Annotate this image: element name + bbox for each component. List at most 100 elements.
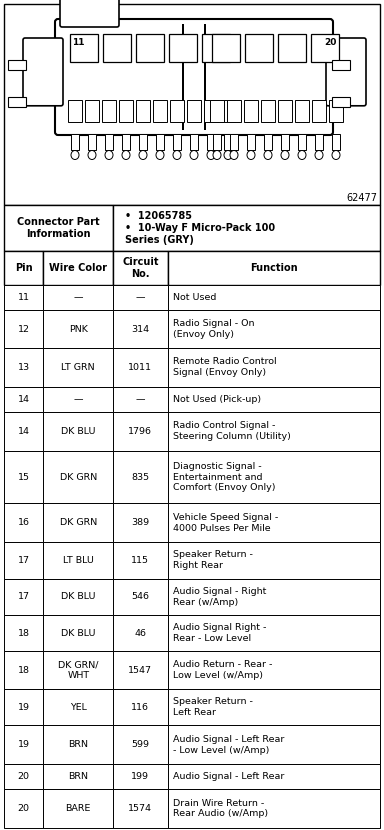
Text: BARE: BARE [66,804,91,813]
Text: 546: 546 [131,593,149,601]
Text: —: — [136,395,145,404]
Bar [122,134,130,150]
FancyBboxPatch shape [55,19,333,135]
Text: 46: 46 [134,628,146,637]
Bar [102,100,116,122]
Bar [4,764,43,789]
Bar [281,134,289,150]
Ellipse shape [298,150,306,159]
Bar [113,725,167,764]
Text: DK GRN: DK GRN [60,472,97,481]
Text: 16: 16 [18,518,30,527]
Text: PNK: PNK [69,325,88,334]
Bar [85,100,99,122]
Ellipse shape [224,150,232,159]
Text: 599: 599 [131,740,149,749]
Text: 314: 314 [131,325,149,334]
Bar [182,24,184,130]
Text: •  12065785
•  10-Way F Micro-Pack 100
Series (GRY): • 12065785 • 10-Way F Micro-Pack 100 Ser… [125,211,275,245]
Bar [167,725,380,764]
Ellipse shape [281,150,289,159]
Text: 1574: 1574 [128,804,152,813]
Text: DK BLU: DK BLU [61,427,96,436]
Bar [113,764,167,789]
Text: 17: 17 [18,556,30,565]
Text: Remote Radio Control
Signal (Envoy Only): Remote Radio Control Signal (Envoy Only) [172,358,276,377]
Bar [4,451,43,503]
Text: 14: 14 [18,395,30,404]
Text: YEL: YEL [70,702,87,711]
Bar [113,652,167,689]
Bar [167,789,380,828]
Bar [202,34,230,62]
Bar [332,97,350,107]
Ellipse shape [264,150,272,159]
Bar [4,503,43,542]
Bar [167,251,380,286]
Text: 115: 115 [131,556,149,565]
Ellipse shape [247,150,255,159]
Bar [173,134,181,150]
Ellipse shape [71,150,79,159]
Bar [4,310,43,348]
Bar [204,100,218,122]
Bar [167,689,380,725]
Bar [156,134,164,150]
Bar [332,60,350,70]
Bar [221,100,235,122]
Bar [204,24,206,130]
Text: 19: 19 [18,702,30,711]
Ellipse shape [105,150,113,159]
Bar [43,286,113,310]
Bar [105,134,113,150]
Text: 199: 199 [131,772,149,781]
Ellipse shape [315,150,323,159]
Text: BRN: BRN [68,740,88,749]
Bar [139,134,147,150]
Bar [43,725,113,764]
Bar [227,100,241,122]
Bar [136,100,150,122]
Bar [113,348,167,387]
Bar [167,451,380,503]
Bar [4,286,43,310]
Bar [113,789,167,828]
Text: 18: 18 [18,666,30,675]
Text: 116: 116 [131,702,149,711]
Bar [43,451,113,503]
Bar [167,310,380,348]
Ellipse shape [230,150,238,159]
FancyBboxPatch shape [326,38,366,105]
Bar [43,689,113,725]
Text: Vehicle Speed Signal -
4000 Pulses Per Mile: Vehicle Speed Signal - 4000 Pulses Per M… [172,513,278,533]
Bar [182,24,206,130]
Bar [43,412,113,451]
Text: Audio Signal Right -
Rear - Low Level: Audio Signal Right - Rear - Low Level [172,623,266,643]
Text: Audio Signal - Right
Rear (w/Amp): Audio Signal - Right Rear (w/Amp) [172,587,266,607]
Bar [244,100,258,122]
Bar [43,652,113,689]
Text: —: — [136,293,145,302]
Text: 20: 20 [324,38,337,47]
Bar [210,100,224,122]
Bar [113,387,167,412]
Bar [4,387,43,412]
Bar [169,34,197,62]
Text: 19: 19 [18,740,30,749]
Bar [113,542,167,579]
Bar [295,100,309,122]
Text: Circuit
No.: Circuit No. [122,257,159,280]
Bar [113,615,167,652]
Text: Drain Wire Return -
Rear Audio (w/Amp): Drain Wire Return - Rear Audio (w/Amp) [172,798,268,818]
Bar [68,100,82,122]
Text: Wire Color: Wire Color [49,263,107,273]
Bar [113,451,167,503]
Ellipse shape [173,150,181,159]
Bar [167,412,380,451]
Bar [113,579,167,615]
Ellipse shape [88,150,96,159]
Bar [8,60,26,70]
Bar [43,542,113,579]
Bar [43,764,113,789]
Bar [43,348,113,387]
